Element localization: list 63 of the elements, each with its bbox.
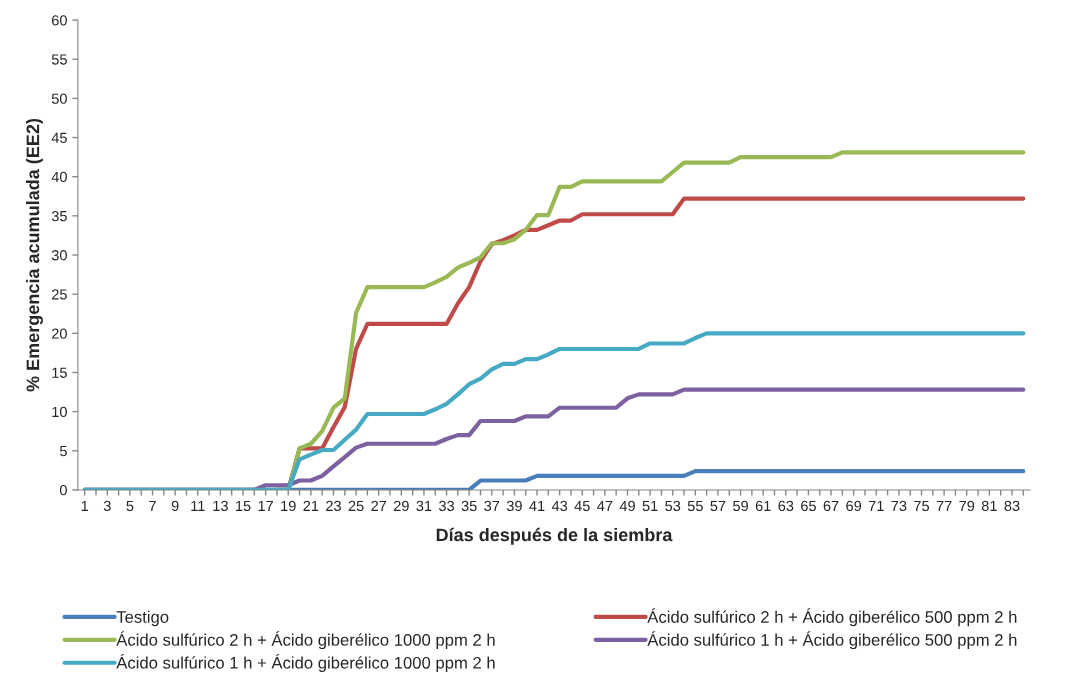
y-tick-label: 0 <box>59 485 67 496</box>
x-tick-label: 3 <box>103 500 111 512</box>
x-tick-label: 71 <box>868 500 884 511</box>
x-tick-label: 31 <box>416 500 432 512</box>
x-tick-label: 27 <box>371 500 387 511</box>
legend-label: Ácido sulfúrico 2 h + Ácido giberélico 1000 ppm 2 h <box>116 631 495 650</box>
x-tick-label: 81 <box>981 500 997 512</box>
x-tick-label: 83 <box>1004 500 1020 512</box>
legend-label: Ácido sulfúrico 1 h + Ácido giberélico 1000 ppm 2 h <box>116 654 495 672</box>
y-tick-label: 40 <box>51 171 67 183</box>
x-tick-label: 23 <box>326 500 341 512</box>
x-tick-label: 35 <box>461 500 477 512</box>
x-tick-label: 55 <box>687 500 703 512</box>
y-tick-label: 15 <box>52 367 67 378</box>
x-tick-label: 33 <box>439 500 455 512</box>
x-tick-label: 1 <box>81 500 89 511</box>
x-tick-label: 53 <box>665 500 681 512</box>
y-tick-label: 55 <box>51 54 67 65</box>
x-tick-label: 9 <box>171 500 179 512</box>
y-tick-label: 45 <box>51 132 67 143</box>
y-tick-label: 35 <box>51 210 67 222</box>
legend-label: Ácido sulfúrico 1 h + Ácido giberélico 500 ppm 2 h <box>647 631 1017 650</box>
x-tick-label: 13 <box>213 500 228 512</box>
y-tick-label: 10 <box>52 406 67 418</box>
x-tick-label: 47 <box>597 500 613 511</box>
x-tick-label: 37 <box>484 500 500 512</box>
x-tick-label: 43 <box>551 500 568 512</box>
x-tick-label: 51 <box>642 500 658 512</box>
x-tick-label: 77 <box>936 500 952 511</box>
x-tick-label: 41 <box>529 500 545 511</box>
x-axis-title: Días después de la siembra <box>436 527 673 545</box>
y-tick-label: 30 <box>51 250 67 261</box>
x-tick-label: 75 <box>914 500 929 512</box>
line-series <box>82 331 1026 490</box>
y-tick-label: 50 <box>51 93 67 104</box>
legend-label: Testigo <box>116 610 169 627</box>
x-tick-label: 73 <box>891 500 907 512</box>
x-tick-label: 29 <box>393 500 409 512</box>
x-tick-label: 69 <box>846 500 862 512</box>
x-tick-label: 59 <box>733 500 748 512</box>
y-tick-label: 25 <box>52 289 67 300</box>
x-tick-label: 21 <box>303 500 319 511</box>
x-tick-label: 19 <box>281 500 296 512</box>
x-tick-label: 79 <box>959 500 975 512</box>
x-tick-label: 57 <box>710 500 726 512</box>
x-tick-label: 65 <box>801 500 816 512</box>
y-tick-label: 60 <box>52 15 67 26</box>
y-tick-label: 5 <box>59 446 67 457</box>
x-tick-label: 61 <box>755 500 771 512</box>
x-tick-label: 49 <box>619 500 635 512</box>
x-tick-label: 5 <box>126 500 134 512</box>
y-axis-title: % Emergencia acumulada (EE2) <box>26 118 43 392</box>
x-tick-label: 25 <box>348 500 364 512</box>
x-tick-label: 15 <box>236 500 251 512</box>
x-tick-label: 39 <box>506 500 522 512</box>
legend-label: Ácido sulfúrico 2 h + Ácido giberélico 500 ppm 2 h <box>647 608 1017 627</box>
x-tick-label: 17 <box>258 500 273 511</box>
x-tick-label: 45 <box>574 500 590 512</box>
x-tick-label: 7 <box>149 500 156 511</box>
x-tick-label: 67 <box>823 500 839 512</box>
y-tick-label: 20 <box>52 328 67 339</box>
x-tick-label: 11 <box>191 500 205 511</box>
x-tick-label: 63 <box>778 500 794 512</box>
